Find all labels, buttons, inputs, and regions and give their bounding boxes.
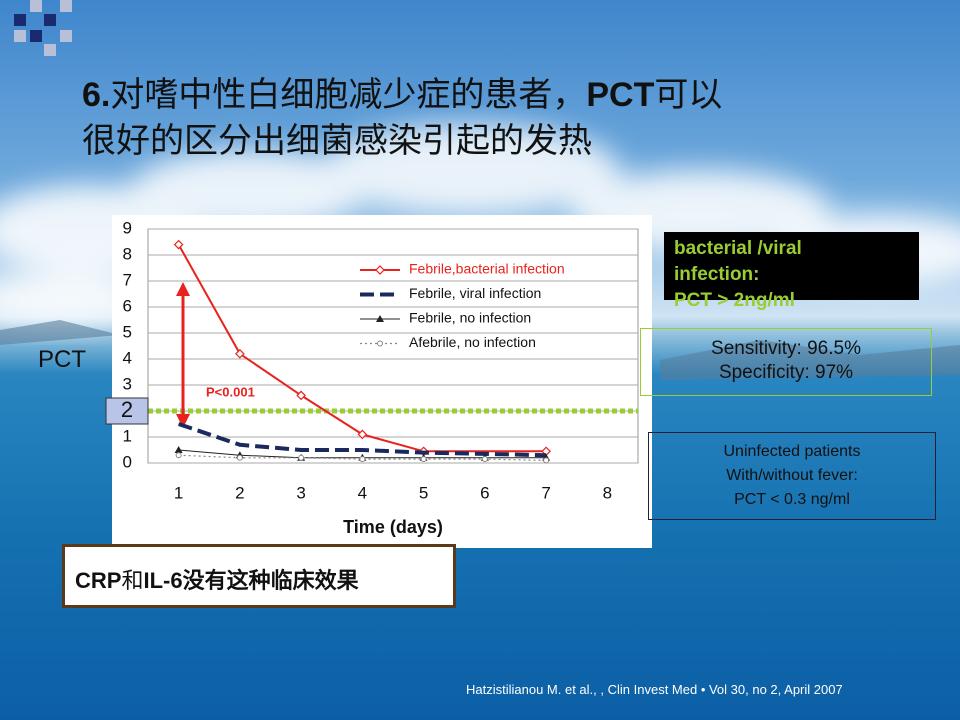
box-text: PCT < 0.3 ng/ml [734,491,850,508]
legend-label: Febrile, no infection [409,310,531,326]
box-text: bacterial /viral [674,238,802,259]
x-tick-label: 2 [235,483,244,502]
x-tick-label: 5 [419,483,428,502]
citation: Hatzistilianou M. et al., , Clin Invest … [466,682,843,697]
info-box: Sensitivity: 96.5% Specificity: 97% [640,328,932,396]
point [420,456,427,463]
x-tick-label: 6 [480,483,489,502]
point [175,452,182,459]
point [377,340,383,347]
point [296,390,306,401]
box-text: PCT > 2ng/ml [674,290,795,311]
y-tick-label: 3 [123,374,132,393]
title-line: 很好的区分出细菌感染引起的发热 [82,122,592,160]
legend-label: Febrile, viral infection [409,285,541,301]
x-tick-label: 3 [296,483,305,502]
y-tick-label: 4 [123,348,132,367]
y-axis-label: PCT [38,346,86,373]
point [357,429,368,440]
point [481,456,488,463]
title-part: PCT [586,76,655,114]
legend-label: Febrile,bacterial infection [409,261,565,277]
point [173,239,184,250]
y-tick-label: 8 [123,244,132,263]
note-part: CRP [75,568,122,593]
title: 6.对嗜中性白细胞减少症的患者，PCT可以 很好的区分出细菌感染引起的发热 [82,72,722,164]
point [236,454,243,461]
note-part: IL-6 [143,568,183,593]
legend-label: Afebrile, no infection [409,334,536,350]
title-part: 可以 [654,76,723,114]
box-text: Specificity: 97% [718,362,854,383]
point [375,265,385,275]
info-box: Uninfected patients With/without fever: … [648,432,936,520]
y-tick-label: 6 [123,296,132,315]
legend-bg [402,333,598,354]
x-tick-label: 1 [174,483,183,502]
point [376,315,384,322]
box-text: Uninfected patients [723,443,861,460]
y-tick-label: 0 [123,452,132,471]
x-tick-label: 8 [603,483,612,502]
y-tick-label: 9 [123,218,132,237]
note-part: 和 [121,568,144,593]
note-part: 没有这种临床效果 [182,568,359,593]
title-part: 对嗜中性白细胞减少症的患者， [110,76,587,114]
title-line: 6.对嗜中性白细胞减少症的患者，PCT可以 [82,72,722,118]
legend-bg [402,309,598,329]
point [174,446,183,453]
x-axis-label: Time (days) [343,517,443,537]
title-part: 6. [82,76,111,114]
point [235,348,245,359]
legend-bg [402,260,598,280]
y-tick-label: 7 [123,270,132,289]
y-tick-label: 5 [123,322,132,341]
box-text: With/without fever: [726,467,858,484]
threshold-box [105,397,149,425]
legend-bg [402,284,598,305]
x-tick-label: 7 [541,483,550,502]
point [543,457,550,464]
annotation: P<0.001 [206,384,255,399]
info-box: bacterial /viral infection: PCT > 2ng/ml [664,232,919,311]
box-text: Sensitivity: 96.5% [711,338,861,359]
note-box: CRP和IL-6没有这种临床效果 [62,544,456,608]
y-tick-label: 1 [123,426,132,445]
point [298,454,305,461]
threshold-label: 2 [121,397,133,422]
box-text: infection: [674,264,760,285]
point [359,456,366,463]
x-tick-label: 4 [358,483,367,502]
